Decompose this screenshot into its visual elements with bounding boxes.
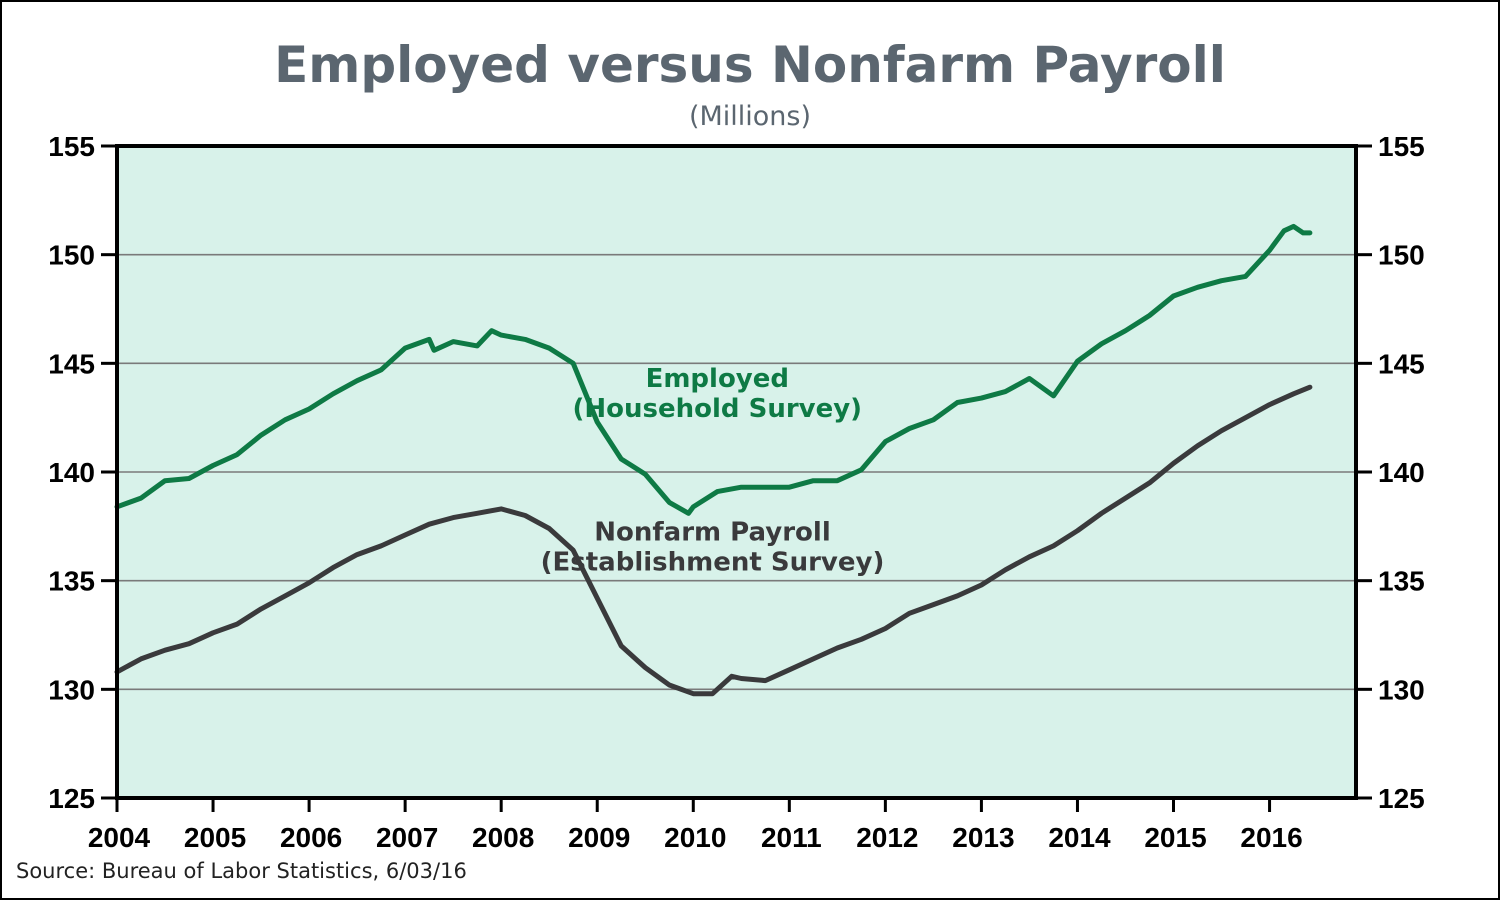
employed-label-line-1: Employed bbox=[646, 364, 789, 394]
chart-title: Employed versus Nonfarm Payroll bbox=[274, 36, 1226, 94]
y-tick-label-left-135: 135 bbox=[48, 566, 95, 597]
payroll-label-line-2: (Establishment Survey) bbox=[541, 547, 885, 577]
x-tick-label-2011: 2011 bbox=[761, 822, 822, 853]
y-tick-label-left-125: 125 bbox=[48, 783, 95, 814]
x-tick-label-2006: 2006 bbox=[280, 822, 342, 853]
y-tick-label-right-145: 145 bbox=[1378, 348, 1425, 379]
chart-subtitle: (Millions) bbox=[688, 101, 812, 132]
x-tick-label-2012: 2012 bbox=[856, 822, 918, 853]
employed-label-line-2: (Household Survey) bbox=[573, 394, 863, 424]
y-tick-label-right-150: 150 bbox=[1378, 240, 1425, 271]
y-tick-label-right-125: 125 bbox=[1378, 783, 1425, 814]
payroll-line bbox=[114, 384, 1313, 697]
y-tick-label-left-145: 145 bbox=[48, 348, 95, 379]
axes bbox=[101, 144, 1372, 812]
x-tick-label-2008: 2008 bbox=[472, 822, 534, 853]
y-tick-label-right-135: 135 bbox=[1378, 566, 1425, 597]
payroll-label-line-1: Nonfarm Payroll bbox=[594, 517, 831, 547]
series-lines bbox=[114, 223, 1313, 697]
x-tick-label-2013: 2013 bbox=[952, 822, 1014, 853]
y-tick-label-right-140: 140 bbox=[1378, 457, 1425, 488]
x-tick-label-2004: 2004 bbox=[88, 822, 151, 853]
y-tick-label-left-130: 130 bbox=[48, 674, 95, 705]
y-tick-label-left-140: 140 bbox=[48, 457, 95, 488]
x-tick-label-2005: 2005 bbox=[184, 822, 246, 853]
y-tick-label-left-150: 150 bbox=[48, 240, 95, 271]
x-tick-label-2007: 2007 bbox=[376, 822, 438, 853]
x-tick-label-2014: 2014 bbox=[1048, 822, 1111, 853]
x-tick-label-2010: 2010 bbox=[664, 822, 726, 853]
y-tick-label-right-155: 155 bbox=[1378, 131, 1425, 162]
tick-labels: 125 125 130 130 135 135 140 140 145 145 150 150 155 1… bbox=[48, 131, 1424, 853]
employed-line bbox=[114, 223, 1313, 516]
gridlines bbox=[117, 253, 1356, 691]
x-tick-label-2016: 2016 bbox=[1240, 822, 1302, 853]
series-labels: Employed(Household Survey) Nonfarm Payrol… bbox=[541, 364, 885, 577]
y-tick-label-left-155: 155 bbox=[48, 131, 95, 162]
x-tick-label-2015: 2015 bbox=[1144, 822, 1206, 853]
x-tick-label-2009: 2009 bbox=[568, 822, 630, 853]
y-tick-label-right-130: 130 bbox=[1378, 674, 1425, 705]
source-note: Source: Bureau of Labor Statistics, 6/03… bbox=[16, 859, 467, 883]
